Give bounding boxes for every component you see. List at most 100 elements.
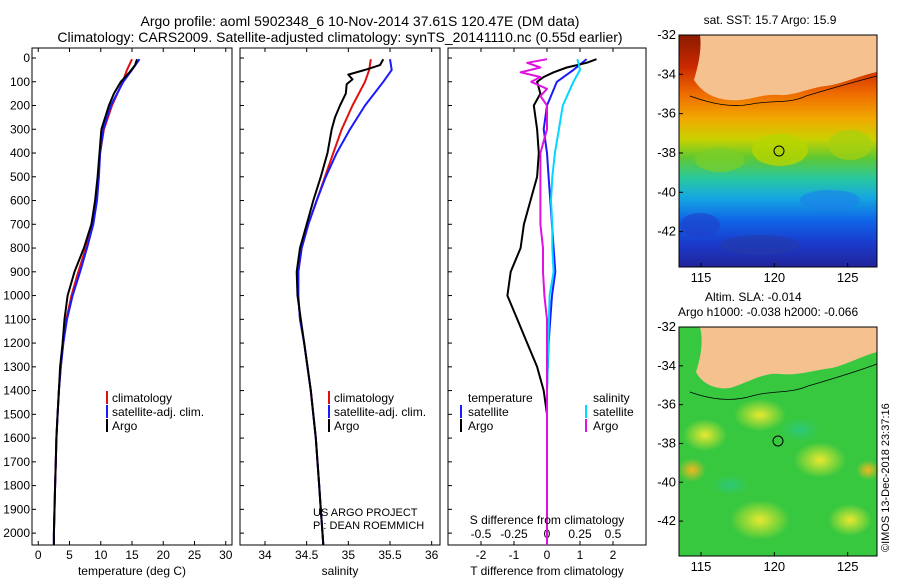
sla-map-frame — [678, 326, 878, 557]
depth-tick-label: 200 — [10, 99, 30, 113]
pi-credit: PI: DEAN ROEMMICH — [313, 520, 424, 532]
s-tick-label: -0.25 — [500, 527, 528, 541]
salinity-legend: climatology satellite-adj. clim. Argo US… — [313, 391, 426, 532]
map-y-tick-label: -40 — [657, 184, 676, 199]
sst-coast-contour — [689, 75, 878, 106]
sst-warm-patch — [828, 130, 872, 160]
x-tick-label: 36 — [425, 548, 439, 562]
map-x-tick-label: 120 — [763, 270, 785, 285]
sla-anomaly-high — [683, 419, 727, 451]
sst-land — [694, 35, 877, 101]
map-x-tick-label: 120 — [763, 559, 785, 574]
legend-argo-label: Argo — [334, 419, 360, 433]
depth-tick-label: 1800 — [3, 479, 30, 493]
sla-anomaly-high — [730, 500, 790, 540]
depth-tick-label: 1400 — [3, 384, 30, 398]
x-tick-label: 25 — [188, 548, 202, 562]
x-tick-label: 0 — [544, 548, 551, 562]
sla-coast-contour — [689, 363, 878, 400]
map-y-tick-label: -40 — [657, 474, 676, 489]
difference-xlabel: T difference from climatology — [470, 564, 624, 578]
project-credit: US ARGO PROJECT — [313, 507, 418, 519]
sla-anomaly-orange — [678, 458, 706, 482]
series-line-argo — [295, 58, 385, 546]
sst-warm-patch — [695, 148, 745, 172]
s-difference-label: S difference from climatology — [470, 513, 625, 527]
x-tick-label: 34 — [258, 548, 272, 562]
depth-tick-label: 400 — [10, 146, 30, 160]
map-y-tick-label: -38 — [657, 435, 676, 450]
depth-tick-label: 900 — [10, 265, 30, 279]
sla-map — [678, 326, 880, 557]
map-x-tick-label: 115 — [691, 559, 712, 574]
sla-anomaly-high — [734, 399, 786, 431]
x-tick-label: 35 — [342, 548, 356, 562]
depth-tick-label: 100 — [10, 75, 30, 89]
title-line-2: Climatology: CARS2009. Satellite-adjuste… — [57, 29, 622, 45]
map-x-tick-label: 115 — [691, 270, 712, 285]
salinity-panel — [239, 47, 441, 546]
x-tick-label: -1 — [509, 548, 520, 562]
difference-legend: temperature satellite Argo salinity sate… — [460, 391, 634, 527]
temperature-legend: climatology satellite-adj. clim. Argo — [106, 391, 204, 433]
s-tick-label: -0.5 — [471, 527, 492, 541]
legend-sal-satellite-label: satellite — [593, 405, 634, 419]
sla-anomaly-teal — [712, 475, 748, 495]
legend-temp-satellite-label: satellite — [468, 405, 509, 419]
x-tick-label: 2 — [610, 548, 617, 562]
map-y-tick-label: -34 — [657, 358, 676, 373]
sst-cool-patch — [720, 235, 800, 255]
map-y-tick-label: -42 — [657, 224, 676, 239]
x-tick-label: 1 — [577, 548, 584, 562]
depth-tick-label: 300 — [10, 122, 30, 136]
legend-temp-argo-label: Argo — [468, 419, 494, 433]
s-tick-label: 0.5 — [605, 527, 622, 541]
map-x-tick-label: 125 — [837, 559, 859, 574]
legend-climatology-label: climatology — [334, 391, 394, 405]
sla-anomaly-orange — [856, 460, 880, 480]
depth-tick-label: 600 — [10, 194, 30, 208]
depth-tick-label: 1000 — [3, 289, 30, 303]
sst-float-marker — [773, 145, 785, 157]
x-tick-label: 30 — [219, 548, 233, 562]
depth-tick-label: 1900 — [3, 502, 30, 516]
x-tick-label: 20 — [157, 548, 171, 562]
depth-axis: 0 100 200 300 400 500 600 700 800 900 1000 1100 1200… — [3, 51, 30, 540]
map-y-tick-label: -32 — [657, 319, 676, 334]
depth-tick-label: 1300 — [3, 360, 30, 374]
legend-temperature-title: temperature — [468, 391, 533, 405]
depth-tick-label: 1500 — [3, 407, 30, 421]
map-y-tick-label: -34 — [657, 66, 676, 81]
depth-tick-label: 1600 — [3, 431, 30, 445]
sla-map-title-2: Argo h1000: -0.038 h2000: -0.066 — [678, 305, 858, 319]
sla-anomaly-high — [794, 442, 846, 478]
sla-land — [696, 327, 877, 389]
legend-satellite-label: satellite-adj. clim. — [334, 405, 426, 419]
x-tick-label: 15 — [125, 548, 139, 562]
temperature-panel — [31, 47, 233, 546]
sla-float-marker — [772, 435, 784, 447]
depth-tick-label: 500 — [10, 170, 30, 184]
x-tick-label: 34.5 — [295, 548, 319, 562]
sst-map — [678, 34, 878, 268]
sla-anomaly-teal — [780, 418, 820, 442]
map-x-tick-label: 125 — [837, 270, 859, 285]
salinity-xlabel: salinity — [322, 564, 359, 578]
sst-map-frame — [678, 34, 878, 268]
sst-cool-patch — [680, 213, 720, 237]
map-axes: 115 120 125 -32 -34 -36 -38 -40 -42 115 120 125 -32 -… — [657, 27, 858, 574]
map-y-tick-label: -32 — [657, 27, 676, 42]
depth-tick-label: 1200 — [3, 336, 30, 350]
sst-cool-patch — [800, 190, 860, 210]
legend-argo-label: Argo — [112, 419, 138, 433]
legend-satellite-label: satellite-adj. clim. — [112, 405, 204, 419]
depth-tick-label: 800 — [10, 241, 30, 255]
x-tick-label: 10 — [94, 548, 108, 562]
map-y-tick-label: -38 — [657, 145, 676, 160]
series-line-argo — [52, 58, 138, 545]
s-tick-label: 0.25 — [568, 527, 592, 541]
depth-tick-label: 1700 — [3, 455, 30, 469]
depth-tick-label: 0 — [23, 51, 30, 65]
sla-map-title-1: Altim. SLA: -0.014 — [705, 290, 802, 304]
